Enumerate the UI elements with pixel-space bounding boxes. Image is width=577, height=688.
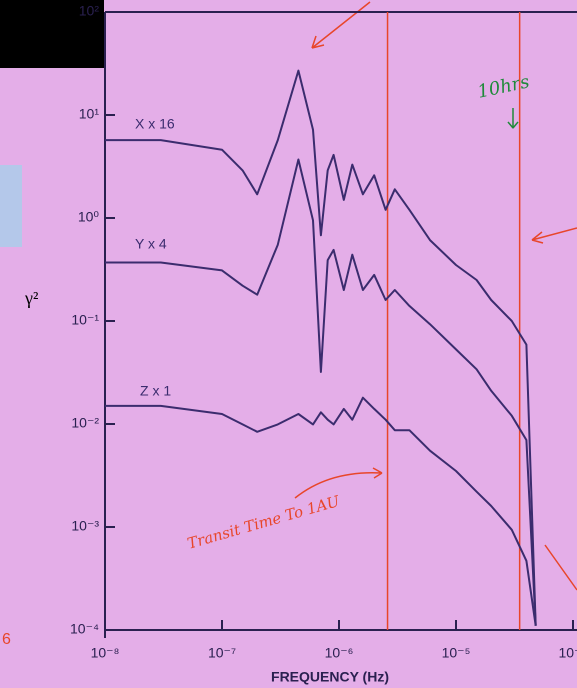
x-tick-label: 10⁻⁵ bbox=[442, 645, 471, 661]
series-line bbox=[105, 158, 537, 626]
x-axis-label: FREQUENCY (Hz) bbox=[271, 669, 389, 685]
red-arrow bbox=[531, 227, 577, 244]
x-tick-label: 10⁻⁸ bbox=[91, 645, 120, 661]
x-tick-label: 10⁻⁶ bbox=[325, 645, 354, 661]
black-overlay bbox=[0, 0, 104, 68]
series-line bbox=[105, 69, 537, 626]
y-tick-label: 10⁻¹ bbox=[71, 312, 99, 328]
y-tick-label: 10⁰ bbox=[78, 209, 100, 225]
y-tick-label: 10⁻³ bbox=[71, 518, 99, 534]
series-label: X x 16 bbox=[135, 116, 175, 132]
y-tick-label: 10² bbox=[79, 3, 100, 19]
annotation: 6 bbox=[2, 631, 11, 648]
y-axis-label: γ² bbox=[24, 288, 38, 308]
x-tick-label: 10⁻⁴ bbox=[559, 645, 577, 661]
blue-overlay bbox=[0, 165, 22, 247]
red-arrow bbox=[294, 467, 383, 499]
red-arrow bbox=[311, 1, 371, 49]
series-line bbox=[105, 396, 537, 626]
y-tick-label: 10⁻⁴ bbox=[70, 621, 99, 637]
y-tick-label: 10¹ bbox=[79, 106, 100, 122]
y-tick-label: 10⁻² bbox=[71, 415, 99, 431]
x-tick-label: 10⁻⁷ bbox=[208, 645, 236, 661]
green-arrow bbox=[507, 108, 519, 129]
series-label: Y x 4 bbox=[135, 236, 167, 252]
red-arrow bbox=[544, 544, 577, 591]
series-label: Z x 1 bbox=[140, 383, 171, 399]
